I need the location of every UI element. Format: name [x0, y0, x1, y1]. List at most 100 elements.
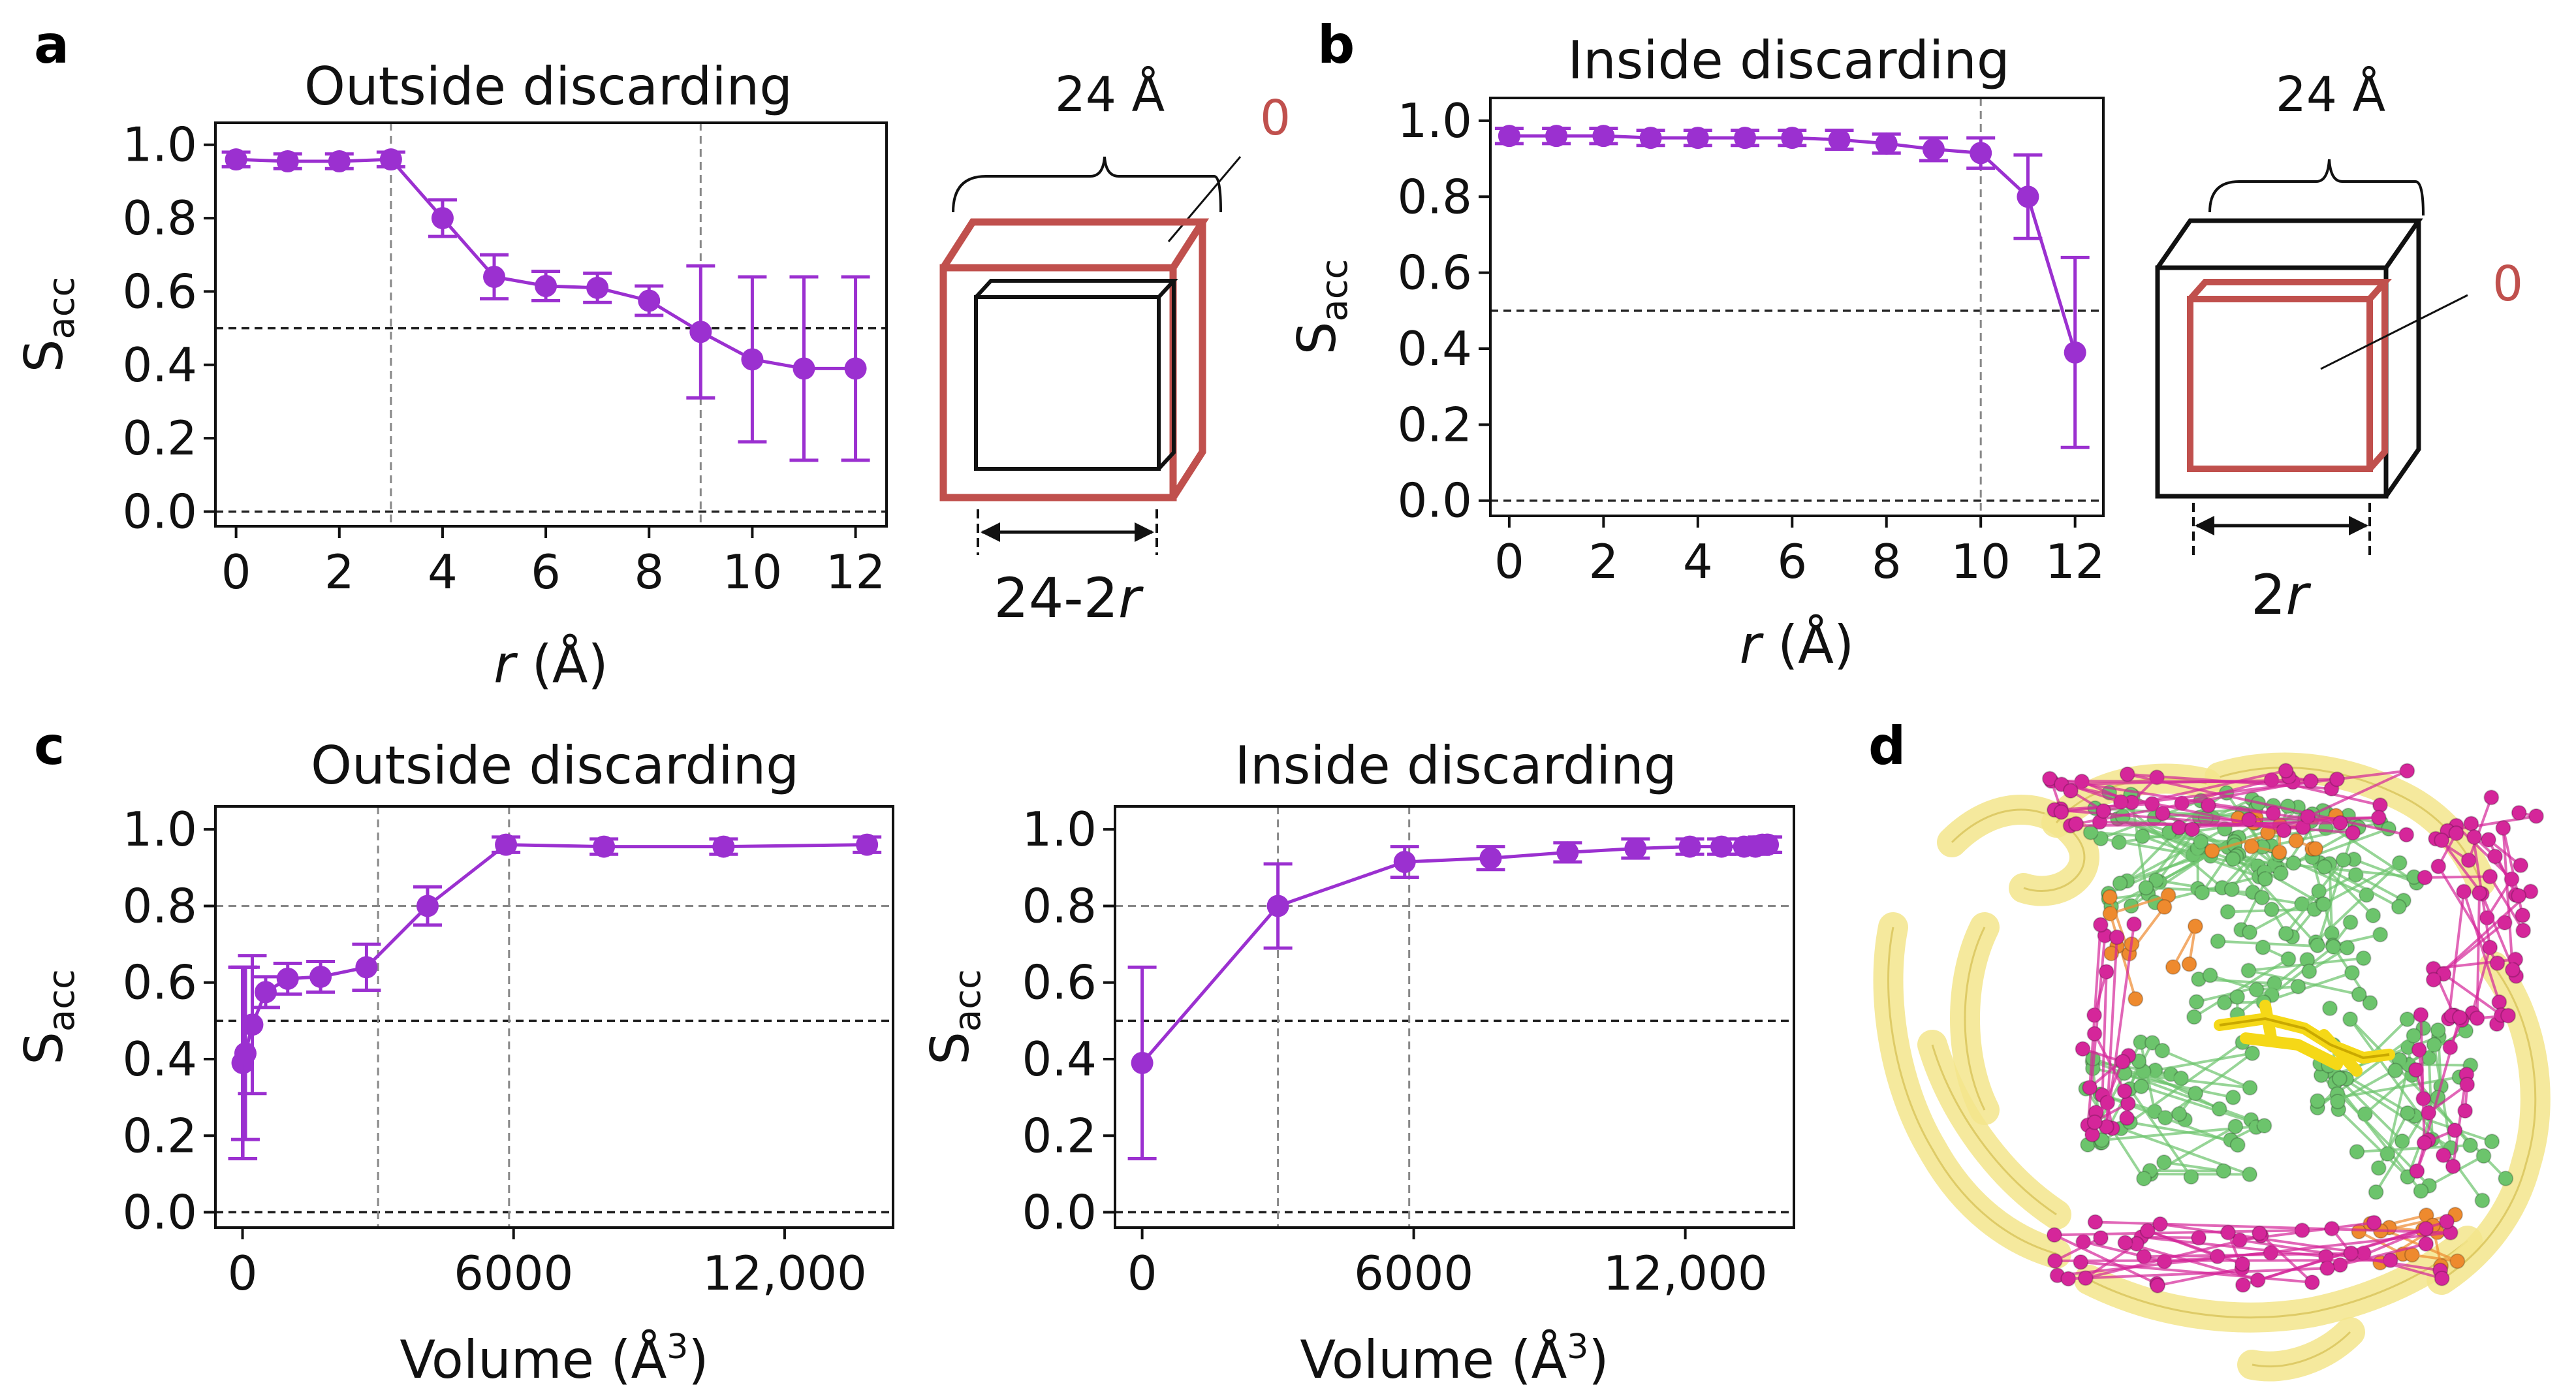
y-axis-label: Sacc: [1287, 259, 1356, 355]
atom-sphere: [2447, 1122, 2463, 1138]
x-tick-label: 0: [228, 1246, 258, 1301]
data-point: [1393, 851, 1416, 874]
atom-sphere: [2227, 1119, 2244, 1135]
atom-sphere: [2435, 1147, 2451, 1164]
y-tick-label: 0.2: [122, 411, 197, 466]
y-tick-label: 0.4: [1397, 321, 1472, 376]
atom-sphere: [2457, 1103, 2474, 1119]
series-line: [236, 157, 856, 370]
atom-sphere: [2053, 804, 2069, 820]
data-point: [1734, 127, 1757, 150]
atom-sphere: [2112, 875, 2128, 891]
x-tick-label: 12: [826, 545, 886, 599]
data-point: [276, 967, 299, 990]
x-axis-label: Volume (Å3): [1300, 1327, 1609, 1390]
atom-sphere: [2329, 771, 2345, 787]
data-point: [844, 357, 867, 380]
atom-spheres: [2041, 763, 2545, 1294]
ligand: [2214, 1000, 2395, 1077]
atom-sphere: [2418, 1235, 2434, 1252]
y-tick-label: 0.8: [1397, 169, 1472, 224]
y-tick-label: 0.4: [122, 1032, 197, 1087]
red-cube-b: [2187, 279, 2393, 472]
atom-sphere: [2086, 1114, 2103, 1130]
atom-sphere: [2181, 956, 2197, 972]
y-tick-label: 0.8: [122, 191, 197, 246]
atom-sphere: [2362, 994, 2378, 1011]
atom-sphere: [2171, 819, 2187, 836]
schematic-a-bottom-label: 24-2r: [994, 566, 1144, 630]
atom-sphere: [2202, 967, 2218, 983]
atom-sphere: [2399, 1011, 2415, 1028]
data-point: [1639, 127, 1662, 150]
data-point: [495, 833, 518, 856]
x-tick-label: 12,000: [702, 1246, 867, 1301]
x-axis-label: r (Å): [494, 633, 608, 695]
atom-sphere: [2500, 1008, 2517, 1024]
data-point: [355, 956, 378, 979]
data-point: [1828, 129, 1851, 151]
x-tick-label: 0: [221, 545, 251, 599]
atom-sphere: [2093, 1230, 2109, 1246]
chart-title: Inside discarding: [1234, 735, 1676, 796]
x-tick-label: 6000: [1354, 1246, 1473, 1301]
x-tick-label: 6: [1777, 534, 1807, 589]
x-tick-label: 8: [1872, 534, 1902, 589]
black-cube-b: [2155, 218, 2423, 499]
atom-sphere: [2156, 899, 2173, 915]
data-point: [309, 965, 332, 988]
data-point: [856, 833, 879, 856]
data-point: [1678, 835, 1701, 858]
y-axis-label: Sacc: [920, 969, 989, 1065]
x-tick-label: 6: [531, 545, 561, 599]
atom-sphere: [2285, 855, 2302, 871]
atom-sphere: [2391, 898, 2407, 915]
x-tick-label: 4: [428, 545, 458, 599]
x-tick-label: 0: [1494, 534, 1524, 589]
y-tick-label: 0.4: [122, 338, 197, 392]
atom-sphere: [2087, 1214, 2103, 1230]
y-tick-label: 1.0: [122, 118, 197, 172]
data-point: [1922, 138, 1945, 161]
schematic-b-bottom-label: 2r: [2251, 563, 2311, 627]
y-tick-label: 0.6: [122, 955, 197, 1010]
y-tick-label: 0.2: [122, 1108, 197, 1163]
series-line: [1140, 843, 1768, 1064]
panel-letter-b: b: [1317, 14, 1355, 75]
atom-sphere: [2511, 804, 2527, 821]
atom-sphere: [2229, 989, 2246, 1005]
atom-sphere: [2062, 783, 2079, 799]
data-point: [483, 265, 506, 288]
data-point: [416, 895, 439, 917]
data-point: [1781, 127, 1804, 150]
data-point: [1131, 1051, 1154, 1074]
black-cube-a: [974, 279, 1178, 471]
y-tick-label: 0.8: [122, 878, 197, 933]
x-axis-label: Volume (Å3): [400, 1327, 708, 1390]
series-line: [241, 843, 868, 1065]
data-point: [1592, 125, 1615, 148]
data-point: [225, 148, 247, 171]
chart-title: Outside discarding: [304, 56, 793, 117]
x-tick-label: 2: [1588, 534, 1618, 589]
atom-sphere: [2191, 1230, 2207, 1246]
x-tick-label: 10: [1951, 534, 2011, 589]
y-tick-label: 1.0: [1022, 802, 1097, 857]
atom-sphere: [2223, 882, 2240, 898]
data-point: [741, 348, 764, 371]
atom-sphere: [2288, 833, 2304, 849]
data-point: [2017, 185, 2039, 208]
atom-sphere: [2466, 829, 2483, 846]
schematic-a: 24 Å 0 24-2r: [939, 65, 1291, 630]
atom-sphere: [2150, 1277, 2166, 1294]
atom-sphere: [2133, 1078, 2150, 1094]
y-tick-label: 0.0: [1397, 473, 1472, 528]
schematic-a-top-label: 24 Å: [1055, 65, 1165, 123]
atom-sphere: [2439, 1213, 2455, 1230]
data-point: [712, 835, 735, 858]
data-point: [1498, 125, 1520, 148]
schematic-b-pointer: [2320, 294, 2468, 370]
x-tick-label: 12: [2045, 534, 2105, 589]
brace-a: [952, 156, 1222, 213]
